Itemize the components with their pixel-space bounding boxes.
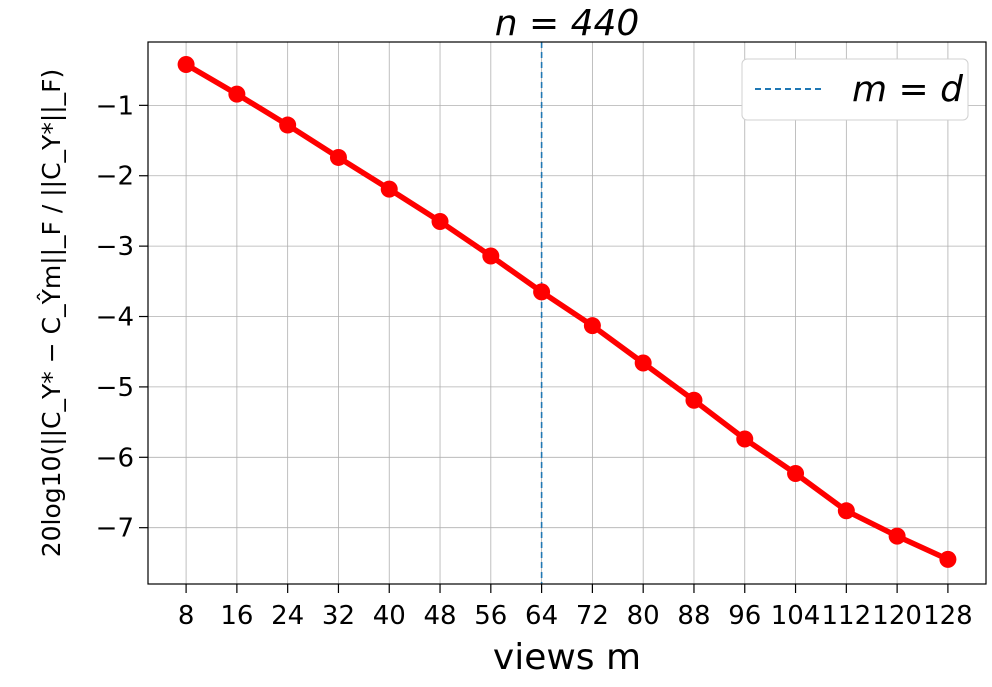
x-tick-label: 40: [373, 601, 406, 631]
data-point: [634, 354, 652, 372]
y-tick-label: −7: [96, 514, 134, 544]
x-tick-label: 120: [872, 601, 922, 631]
data-point: [736, 430, 754, 448]
y-axis: −1 −2 −3 −4 −5 −6 −7: [96, 91, 148, 544]
x-tick-label: 112: [822, 601, 872, 631]
plot-frame: [147, 41, 987, 585]
data-point: [228, 85, 246, 103]
y-tick-label: −2: [96, 162, 134, 192]
data-point: [482, 247, 500, 265]
data-point: [888, 527, 906, 545]
series-layer: [177, 56, 957, 568]
y-tick-label: −5: [96, 373, 134, 403]
data-point: [939, 550, 957, 568]
data-point: [685, 391, 703, 409]
x-axis-label: views m: [493, 637, 641, 678]
x-tick-label: 56: [474, 601, 507, 631]
x-tick-label: 88: [677, 601, 710, 631]
x-tick-label: 24: [271, 601, 304, 631]
data-point: [837, 502, 855, 520]
data-point: [533, 283, 551, 301]
x-tick-label: 48: [423, 601, 456, 631]
data-point: [787, 464, 805, 482]
x-tick-label: 8: [178, 601, 195, 631]
y-tick-label: −3: [96, 232, 134, 262]
x-tick-label: 64: [525, 601, 558, 631]
data-point: [279, 116, 297, 134]
x-tick-label: 80: [627, 601, 660, 631]
x-tick-label: 128: [923, 601, 973, 631]
y-tick-label: −1: [96, 91, 134, 121]
x-axis: 8 16 24 32 40 48 56 64 72 80 88 96 104 112 120 128: [178, 584, 973, 631]
legend-label: m = d: [852, 69, 964, 110]
svg-text:20log10(||C_Y* − C_Ŷm||_F / ||: 20log10(||C_Y* − C_Ŷm||_F / ||C_Y*||_F): [36, 69, 66, 558]
data-point: [329, 148, 347, 166]
x-tick-label: 16: [220, 601, 253, 631]
y-tick-label: −4: [96, 303, 134, 333]
data-point: [177, 56, 195, 74]
legend-box: [741, 58, 969, 121]
x-tick-label: 96: [728, 601, 761, 631]
y-tick-label: −6: [96, 443, 134, 473]
y-axis-label: 20log10(||C_Y* − C_Ŷm||_F / ||C_Y*||_F): [36, 69, 66, 558]
chart-title: n = 440: [495, 3, 640, 44]
series-line: [183, 61, 951, 563]
data-point: [583, 317, 601, 335]
x-tick-label: 72: [576, 601, 609, 631]
data-point: [431, 212, 449, 230]
legend: m = d: [741, 58, 969, 121]
x-tick-label: 104: [771, 601, 821, 631]
data-point: [380, 180, 398, 198]
x-tick-label: 32: [322, 601, 355, 631]
